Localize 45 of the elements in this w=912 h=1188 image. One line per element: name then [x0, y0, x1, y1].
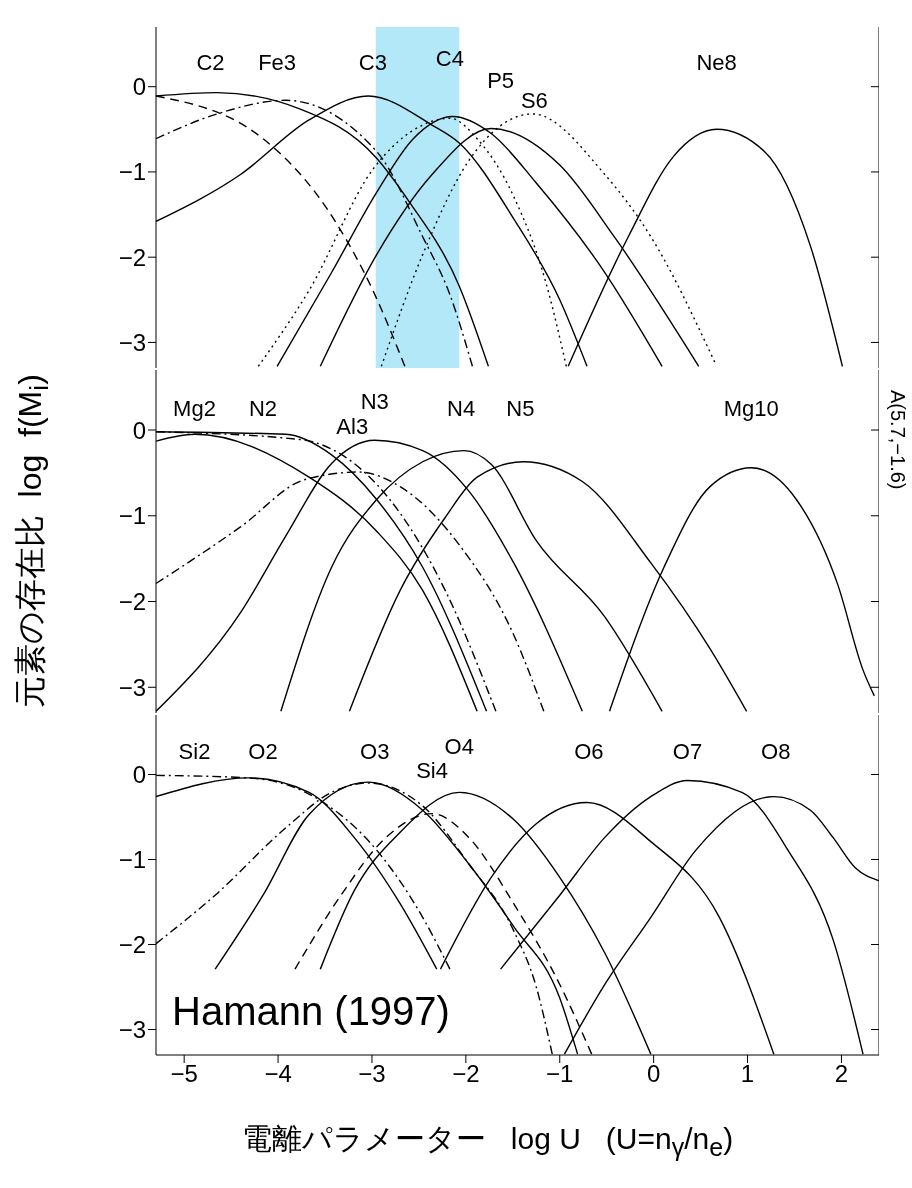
y-tick-label: 0: [132, 416, 146, 444]
annotation: P5: [487, 67, 515, 93]
annotation: Mg10: [723, 395, 779, 421]
annotation: O8: [761, 739, 791, 765]
annotation: N3: [360, 388, 389, 414]
annotation: C4: [435, 45, 464, 71]
x-tick-label: −2: [452, 1060, 480, 1088]
y-tick-label: −3: [118, 328, 146, 356]
annotation: O6: [574, 739, 604, 765]
annotation: C2: [196, 49, 225, 75]
annotation: Si2: [178, 739, 211, 765]
y-tick-label: −2: [118, 588, 146, 616]
annotation: Hamann (1997): [160, 979, 500, 1045]
x-tick-label: 0: [646, 1060, 661, 1088]
annotation: O7: [672, 739, 703, 765]
y-tick-label: −2: [118, 243, 146, 271]
annotation: Fe3: [258, 49, 297, 75]
annotation: S6: [520, 88, 548, 114]
x-tick-label: −4: [264, 1060, 292, 1088]
y-tick-label: −2: [118, 931, 146, 959]
y-tick-label: −3: [118, 1016, 146, 1044]
y-tick-label: −1: [118, 158, 146, 186]
annotation: O2: [248, 739, 278, 765]
annotation: Mg2: [173, 395, 216, 421]
text: A(5.7,−1.6): [886, 390, 910, 492]
annotation: C3: [358, 49, 387, 75]
annotation: N4: [447, 395, 476, 421]
annotation: O4: [444, 734, 474, 760]
y-tick-label: −1: [118, 502, 146, 530]
x-tick-label: −3: [358, 1060, 386, 1088]
x-tick-label: 2: [834, 1060, 849, 1088]
y-tick-label: 0: [132, 73, 146, 101]
y-tick-label: −3: [118, 673, 146, 701]
annotation: Al3: [336, 413, 369, 439]
annotation: N5: [506, 395, 535, 421]
x-tick-label: −5: [170, 1060, 198, 1088]
x-tick-label: 1: [740, 1060, 755, 1088]
annotation: Ne8: [696, 49, 737, 75]
y-tick-label: −1: [118, 846, 146, 874]
x-tick-label: −1: [546, 1060, 574, 1088]
y-tick-label: 0: [132, 761, 146, 789]
annotation: Si4: [416, 758, 448, 784]
annotation: N2: [248, 395, 278, 421]
x-axis-title: 電離パラメーター log U (U=n$_{γ}$/n$_{e}$): [240, 1121, 735, 1162]
annotation: O3: [360, 739, 390, 765]
